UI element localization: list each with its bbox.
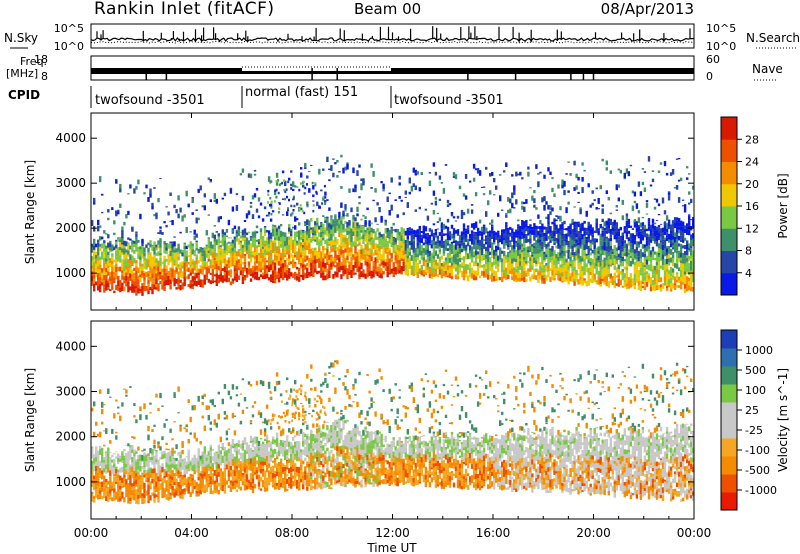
freq-band-2 bbox=[242, 71, 391, 74]
velocity-heatmap bbox=[91, 360, 695, 505]
noise-search-trace bbox=[90, 40, 695, 44]
y-tick-label: 4000 bbox=[55, 131, 86, 145]
freq-panel: Freq. [MHz] 18 8 60 0 Nave bbox=[6, 53, 783, 83]
y-tick-label: 3000 bbox=[55, 385, 86, 399]
velocity-ylabel: Slant Range [km] bbox=[23, 368, 37, 472]
velocity-colorbar: 1000 500 100 25 -25 -100 -500 -1000 Velocity [m… bbox=[720, 329, 790, 511]
colorbar-tick-label: 100 bbox=[745, 384, 766, 397]
x-tick-label: 00:00 bbox=[677, 526, 712, 540]
x-tick-label: 00:00 bbox=[74, 526, 109, 540]
x-axis-label: Time UT bbox=[366, 541, 417, 554]
colorbar-swatch bbox=[721, 139, 737, 162]
colorbar-tick-label: 12 bbox=[745, 222, 759, 235]
nave-tick-top: 60 bbox=[706, 53, 720, 66]
y-tick-label: 3000 bbox=[55, 176, 86, 190]
station-title: Rankin Inlet (fitACF) bbox=[94, 0, 275, 19]
colorbar-swatch bbox=[721, 250, 737, 274]
y-tick-label: 2000 bbox=[55, 430, 86, 444]
power-panel: 1000 2000 3000 4000 Slant Range [km] bbox=[23, 112, 695, 311]
colorbar-tick-label: -500 bbox=[745, 464, 770, 477]
colorbar-tick-label: 1000 bbox=[745, 344, 773, 357]
colorbar-swatch bbox=[721, 161, 737, 185]
cpid-label: CPID bbox=[8, 88, 40, 102]
velocity-panel: 1000 2000 3000 4000 Slant Range [km] bbox=[23, 320, 695, 520]
noise-right-label: N.Search bbox=[746, 31, 800, 45]
colorbar-tick-label: 28 bbox=[745, 133, 759, 146]
colorbar-swatch bbox=[721, 206, 737, 229]
noise-right-tick-bottom: 10^0 bbox=[706, 40, 736, 53]
cpid-mode-3: twofsound -3501 bbox=[394, 93, 504, 108]
y-tick-label: 4000 bbox=[55, 339, 86, 353]
x-tick-label: 04:00 bbox=[174, 526, 209, 540]
freq-tick-bottom: 8 bbox=[41, 70, 48, 83]
noise-sky-trace bbox=[90, 26, 695, 43]
colorbar-swatch bbox=[721, 117, 737, 140]
colorbar-tick-label: -25 bbox=[745, 424, 763, 437]
power-ylabel: Slant Range [km] bbox=[23, 160, 37, 264]
x-tick-label: 12:00 bbox=[375, 526, 410, 540]
colorbar-tick-label: -100 bbox=[745, 444, 770, 457]
power-heatmap bbox=[91, 154, 695, 296]
colorbar-tick-label: 500 bbox=[745, 364, 766, 377]
colorbar-swatch bbox=[721, 366, 737, 385]
freq-tick-top: 18 bbox=[34, 53, 48, 66]
colorbar-tick-label: 8 bbox=[745, 245, 752, 258]
cpid-mode-1: twofsound -3501 bbox=[95, 93, 205, 108]
colorbar-tick-label: 24 bbox=[745, 156, 759, 169]
y-tick-label: 1000 bbox=[55, 266, 86, 280]
power-colorbar-label: Power [dB] bbox=[776, 173, 790, 238]
colorbar-tick-label: 16 bbox=[745, 200, 759, 213]
nave-label: Nave bbox=[752, 62, 783, 76]
freq-band-3 bbox=[391, 68, 694, 74]
noise-left-tick-bottom: 10^0 bbox=[54, 40, 84, 53]
colorbar-swatch bbox=[721, 348, 737, 367]
x-tick-label: 08:00 bbox=[275, 526, 310, 540]
date-title: 08/Apr/2013 bbox=[601, 0, 694, 18]
colorbar-swatch bbox=[721, 330, 737, 349]
colorbar-swatch bbox=[721, 402, 737, 421]
power-colorbar: 28 24 20 16 12 8 4 Power [dB] bbox=[720, 116, 790, 296]
cpid-mode-2: normal (fast) 151 bbox=[245, 85, 358, 100]
cpid-panel: CPID twofsound -3501 normal (fast) 151 t… bbox=[8, 85, 504, 108]
colorbar-swatch bbox=[721, 438, 737, 457]
x-tick-label: 20:00 bbox=[576, 526, 611, 540]
x-tick-label: 16:00 bbox=[476, 526, 511, 540]
beam-title: Beam 00 bbox=[354, 0, 421, 18]
colorbar-swatch bbox=[721, 492, 737, 511]
noise-left-tick-top: 10^5 bbox=[54, 22, 84, 35]
colorbar-swatch bbox=[721, 474, 737, 493]
nave-tick-bottom: 0 bbox=[706, 70, 713, 83]
noise-panel: N.Sky 10^5 10^0 10^5 10^0 N.Search bbox=[4, 22, 800, 53]
colorbar-swatch bbox=[721, 456, 737, 475]
colorbar-tick-label: 20 bbox=[745, 178, 759, 191]
y-tick-label: 1000 bbox=[55, 475, 86, 489]
colorbar-tick-label: 25 bbox=[745, 404, 759, 417]
velocity-colorbar-label: Velocity [m s^-1] bbox=[776, 368, 790, 472]
noise-right-tick-top: 10^5 bbox=[706, 22, 736, 35]
colorbar-tick-label: -1000 bbox=[745, 484, 777, 497]
colorbar-swatch bbox=[721, 272, 737, 296]
colorbar-swatch bbox=[721, 384, 737, 403]
y-tick-label: 2000 bbox=[55, 221, 86, 235]
freq-label-1: Freq. bbox=[20, 55, 47, 68]
colorbar-swatch bbox=[721, 420, 737, 439]
colorbar-swatch bbox=[721, 183, 737, 207]
colorbar-tick-label: 4 bbox=[745, 267, 752, 280]
colorbar-swatch bbox=[721, 228, 737, 251]
freq-label-2: [MHz] bbox=[6, 67, 38, 80]
x-axis: 00:00 04:00 08:00 12:00 16:00 20:00 00:00 bbox=[74, 113, 712, 540]
noise-left-label: N.Sky bbox=[4, 31, 38, 45]
